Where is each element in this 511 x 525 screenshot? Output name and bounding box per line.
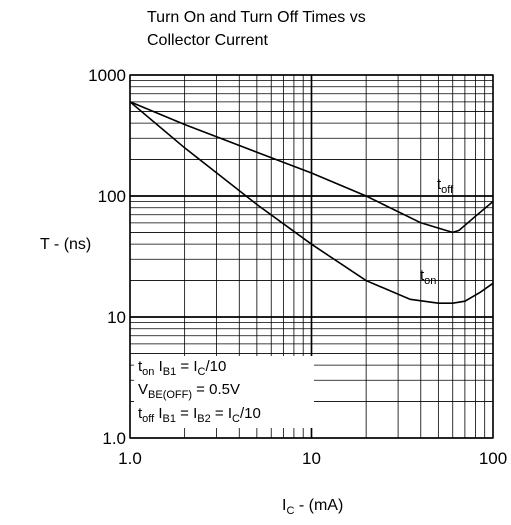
- note-subscript: B2: [197, 413, 211, 425]
- x-axis-label-sub: C: [286, 505, 295, 517]
- x-tick-label: 1.0: [118, 449, 142, 468]
- x-tick-label: 100: [479, 449, 507, 468]
- note-text: = 0.5V: [192, 381, 240, 398]
- series-label-toff-main: t: [437, 176, 442, 193]
- y-tick-label: 1.0: [102, 429, 126, 448]
- y-tick-label: 100: [98, 187, 126, 206]
- condition-note-1: ton IB1 = IC/10: [138, 358, 226, 378]
- y-axis-label: T - (ns): [40, 236, 92, 253]
- notes-backing: [134, 356, 314, 428]
- note-subscript: B1: [162, 413, 177, 425]
- note-subscript: C: [197, 366, 206, 378]
- series-line-toff: [129, 101, 494, 234]
- series-label-toff: toff: [437, 176, 453, 196]
- note-subscript: off: [142, 413, 155, 425]
- note-text: /10: [239, 405, 261, 422]
- note-text: /10: [205, 358, 227, 375]
- x-axis-label-main: I: [282, 497, 287, 514]
- x-axis-label: IC - (mA): [282, 497, 343, 517]
- x-axis-label-rest: - (mA): [294, 497, 344, 514]
- note-subscript: C: [232, 413, 240, 425]
- note-subscript: B1: [162, 366, 177, 378]
- series-line-ton: [129, 101, 494, 304]
- note-text: = I: [176, 358, 198, 375]
- series-label-ton-main: t: [420, 267, 425, 284]
- note-subscript: BE(OFF): [148, 389, 193, 401]
- note-text: = I: [176, 405, 198, 422]
- y-tick-label: 10: [107, 308, 126, 327]
- chart-title-line-2: Collector Current: [147, 32, 268, 49]
- note-text: I: [154, 405, 163, 422]
- condition-note-2: VBE(OFF) = 0.5V: [138, 381, 240, 401]
- note-subscript: on: [142, 366, 155, 378]
- series-label-toff-sub: off: [441, 184, 454, 196]
- series-label-ton-sub: on: [424, 275, 437, 287]
- y-tick-label: 1000: [88, 66, 126, 85]
- note-text: V: [138, 381, 149, 398]
- note-text: t: [138, 358, 143, 375]
- note-text: t: [138, 405, 143, 422]
- note-text: = I: [210, 405, 233, 422]
- chart-title-line-1: Turn On and Turn Off Times vs: [147, 9, 366, 26]
- series-label-ton: ton: [420, 267, 436, 287]
- x-tick-label: 10: [302, 449, 321, 468]
- plot-frame: [129, 74, 494, 439]
- note-text: I: [154, 358, 163, 375]
- condition-note-3: toff IB1 = IB2 = IC/10: [138, 405, 261, 425]
